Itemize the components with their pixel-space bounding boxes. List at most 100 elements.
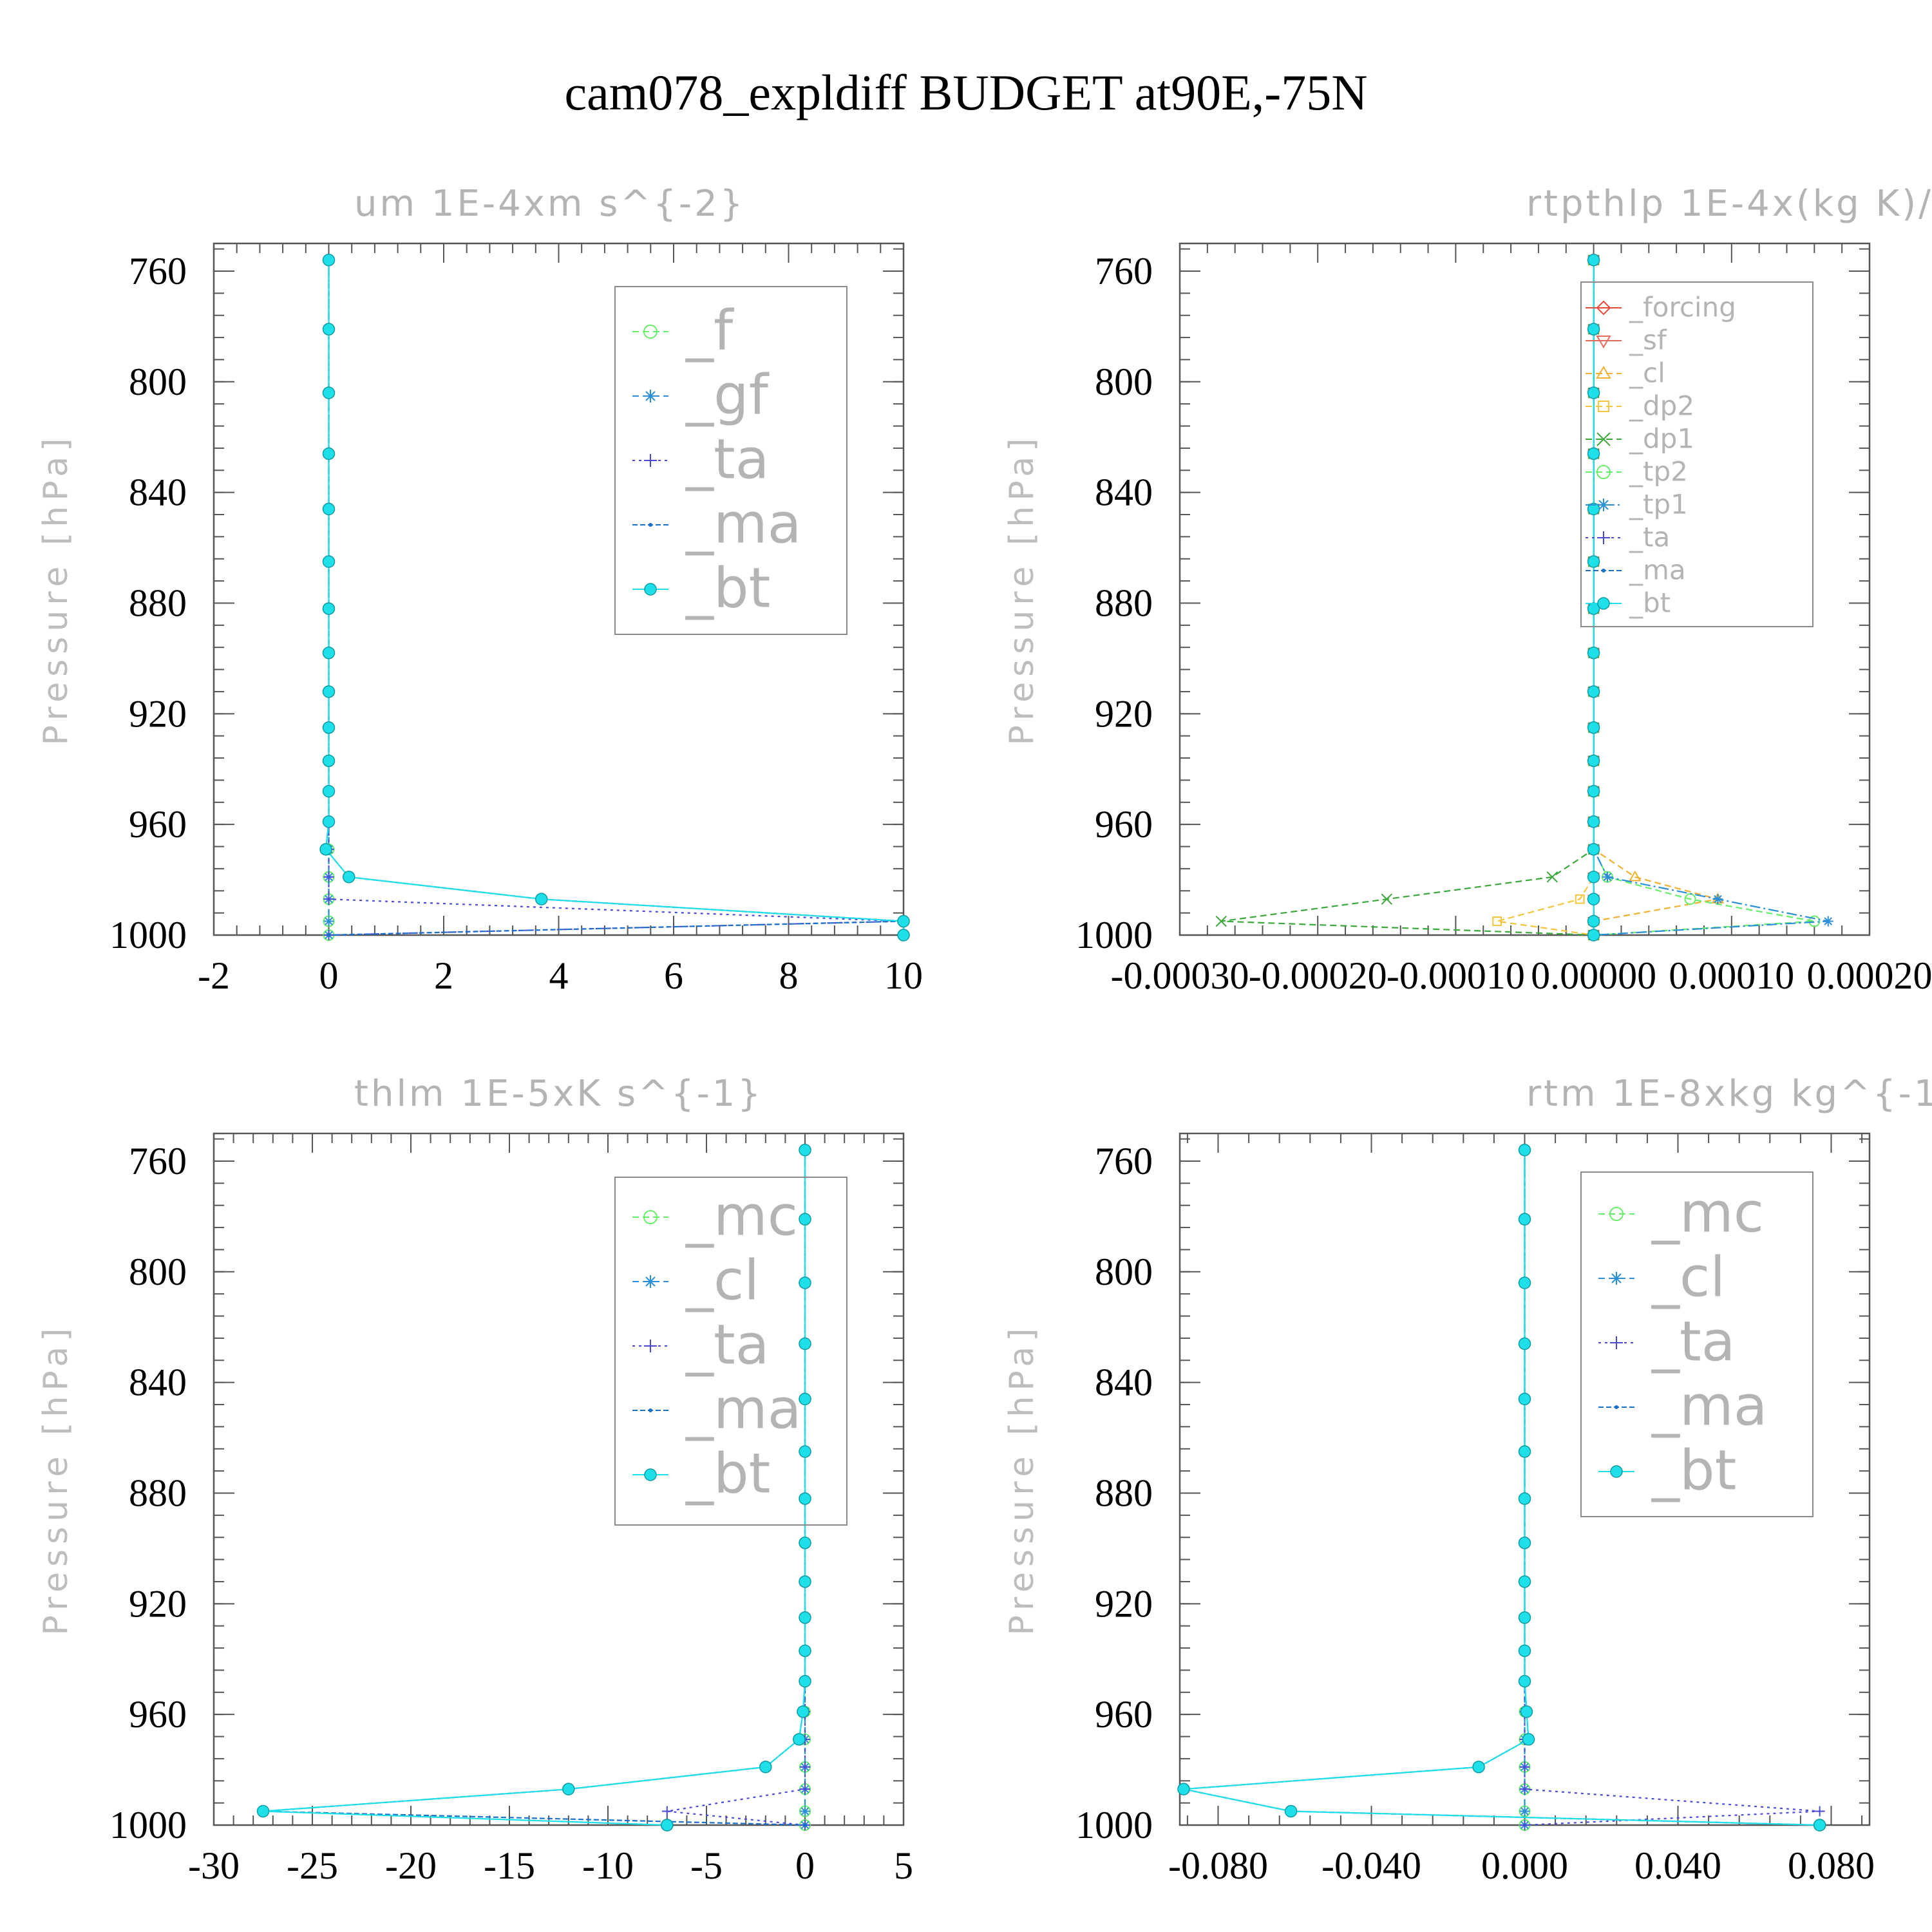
x-tick-label: 0	[795, 1844, 815, 1887]
filled-circle-marker	[1518, 1337, 1531, 1350]
legend-label: _f	[685, 299, 734, 363]
filled-circle-marker	[759, 1761, 772, 1774]
legend-label: _bt	[1629, 587, 1671, 618]
dot-marker	[1602, 569, 1605, 573]
series-dp2	[1492, 255, 1598, 940]
filled-circle-marker	[1587, 815, 1600, 828]
x-tick-label: -0.00020	[1249, 954, 1387, 997]
square-open-marker	[1598, 401, 1609, 412]
plot-frame	[213, 242, 905, 936]
x-tick-label: 0.00010	[1669, 954, 1794, 997]
dot-marker	[649, 1408, 652, 1412]
chart-panel-2: rtpthlp 1E-4x(kg K)/(kg s) Pressure [hPa]…	[1003, 183, 1932, 997]
legend-item: _bt	[632, 1442, 770, 1506]
filled-circle-marker	[799, 1492, 811, 1505]
asterisk-marker	[644, 1275, 657, 1288]
filled-circle-marker	[342, 871, 355, 884]
y-tick-label: 760	[129, 250, 187, 292]
filled-circle-marker	[1587, 685, 1600, 698]
circle-open-marker	[1609, 1207, 1624, 1221]
filled-circle-marker	[1518, 1611, 1531, 1624]
x-marker	[1546, 871, 1558, 883]
legend-box	[1580, 1171, 1814, 1517]
y-tick-label: 800	[129, 1251, 187, 1293]
legend-label: _ma	[1651, 1374, 1767, 1439]
plus-marker	[1597, 531, 1610, 544]
filled-circle-marker	[1587, 929, 1600, 942]
legend-label: _ma	[685, 1378, 801, 1442]
y-tick-label: 1000	[109, 1804, 187, 1846]
plus-marker	[1814, 1806, 1825, 1817]
panel-title: rtm 1E-8xkg kg^{-1} s^{-1}	[1526, 1073, 1932, 1115]
y-tick-label: 920	[1095, 692, 1153, 735]
legend-box	[614, 286, 848, 635]
filled-circle-marker	[322, 386, 336, 399]
filled-circle-marker	[799, 1213, 811, 1226]
y-tick-label: 840	[1095, 471, 1153, 514]
y-axis-label: Pressure [hPa]	[1003, 1323, 1041, 1636]
panel-title: thlm 1E-5xK s^{-1}	[354, 1073, 763, 1115]
series-bt	[256, 1144, 811, 1832]
panels: um 1E-4xm s^{-2}Pressure [hPa]-2 0 2 4 6 8 107…	[37, 183, 1932, 1887]
plus-marker	[1519, 1820, 1530, 1830]
series-bt	[1587, 254, 1600, 942]
x-tick-label: 0.080	[1788, 1844, 1875, 1887]
y-tick-label: 920	[1095, 1582, 1153, 1625]
filled-circle-marker	[322, 784, 336, 798]
figure-title: cam078_expldiff BUDGET at90E,-75N	[564, 64, 1367, 120]
filled-circle-marker	[1518, 1674, 1531, 1688]
legend-item: _ta	[1586, 521, 1670, 553]
filled-circle-marker	[319, 843, 332, 856]
circle-open-marker	[643, 1210, 658, 1224]
legend-label: _cl	[1629, 357, 1665, 388]
filled-circle-marker	[1518, 1492, 1531, 1505]
filled-circle-marker	[1587, 254, 1600, 267]
x-tick-label: 5	[894, 1844, 913, 1887]
filled-circle-marker	[1587, 784, 1600, 798]
filled-circle-marker	[1587, 721, 1600, 734]
y-tick-label: 760	[129, 1140, 187, 1182]
y-tick-label: 840	[1095, 1361, 1153, 1404]
y-tick-label: 1000	[1075, 1804, 1153, 1846]
filled-circle-marker	[1597, 597, 1610, 610]
legend-item: _sf	[1586, 324, 1667, 355]
filled-circle-marker	[1587, 754, 1600, 768]
asterisk-marker	[800, 1806, 810, 1817]
dot-marker	[1615, 1405, 1618, 1409]
x-tick-label: -30	[188, 1844, 240, 1887]
chart-panel-3: thlm 1E-5xK s^{-1} Pressure [hPa] -30 -25 -2…	[37, 1073, 913, 1887]
y-tick-label: 960	[129, 803, 187, 846]
filled-circle-marker	[897, 914, 910, 928]
x-marker	[1215, 915, 1227, 927]
filled-circle-marker	[1610, 1465, 1623, 1478]
filled-circle-marker	[1587, 447, 1600, 460]
x-tick-label: -0.040	[1321, 1844, 1421, 1887]
filled-circle-marker	[799, 1674, 811, 1688]
x-tick-label: -0.080	[1168, 1844, 1268, 1887]
filled-circle-marker	[1587, 843, 1600, 856]
legend-item: _ta	[1598, 1310, 1735, 1374]
dot-marker	[803, 1823, 807, 1827]
legend-label: _dp1	[1629, 422, 1694, 454]
x-tick-label: -25	[287, 1844, 338, 1887]
y-tick-label: 960	[1095, 1693, 1153, 1736]
triangle-down-open-marker	[1596, 336, 1611, 348]
filled-circle-marker	[322, 754, 336, 768]
plus-marker	[800, 1784, 810, 1795]
legend-item: _cl	[632, 1249, 759, 1313]
x-tick-label: -0.00030	[1111, 954, 1249, 997]
y-axis-label: Pressure [hPa]	[1003, 433, 1041, 746]
series-line	[1593, 260, 1815, 936]
x-tick-label: 6	[664, 954, 683, 997]
filled-circle-marker	[799, 1337, 811, 1350]
dot-marker	[327, 933, 331, 937]
asterisk-marker	[1519, 1806, 1530, 1817]
panel-title: um 1E-4xm s^{-2}	[354, 183, 745, 225]
filled-circle-marker	[1587, 323, 1600, 336]
legend-item: _gf	[632, 363, 770, 428]
panel-title: rtpthlp 1E-4x(kg K)/(kg s)	[1526, 183, 1932, 225]
x-tick-label: 8	[779, 954, 799, 997]
legend-label: _tp1	[1629, 488, 1688, 520]
x-tick-label: 0.040	[1634, 1844, 1721, 1887]
filled-circle-marker	[1813, 1819, 1826, 1832]
